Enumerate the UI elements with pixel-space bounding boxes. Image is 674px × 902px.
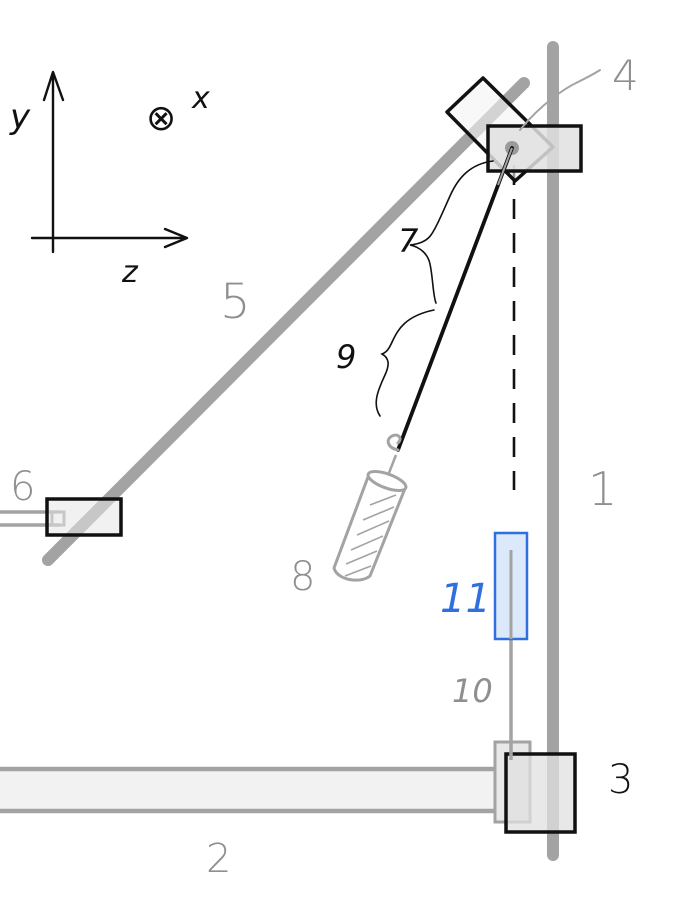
weight-hook xyxy=(386,433,402,452)
top-corner-block-assembly xyxy=(445,76,583,183)
left-slider-assembly xyxy=(0,497,123,537)
z-axis-arrow xyxy=(30,227,189,249)
bottom-corner-block-assembly xyxy=(493,740,577,834)
weight-hatching xyxy=(344,494,397,577)
horizontal-rail-fill xyxy=(0,769,525,811)
label-part-1: 1 xyxy=(588,462,617,516)
bottom-corner-outer-block xyxy=(504,752,577,834)
brace-part-9 xyxy=(375,309,435,417)
label-part-2: 2 xyxy=(206,836,231,882)
x-axis-into-page-symbol: ⊗ xyxy=(146,98,176,139)
horizontal-rail xyxy=(0,766,525,814)
weight-cylinder-top xyxy=(366,470,408,492)
y-axis-label: y xyxy=(9,97,31,137)
z-axis-label: z xyxy=(121,255,139,290)
hanging-weight-assembly xyxy=(332,433,408,582)
part-labels: 1 2 3 4 5 6 7 8 9 10 11 xyxy=(10,51,639,882)
label-part-10: 10 xyxy=(452,672,493,710)
label-part-9: 9 xyxy=(336,338,356,376)
label-part-7: 7 xyxy=(398,222,419,260)
left-slider-block xyxy=(45,497,123,537)
axis-system: y z ⊗ x xyxy=(9,70,210,290)
label-part-4: 4 xyxy=(612,51,639,100)
label-part-5: 5 xyxy=(220,274,251,330)
pendulum-string xyxy=(396,146,514,452)
y-axis-arrow xyxy=(42,70,65,254)
pendulum-string-upper-gray xyxy=(497,147,513,186)
label-part-8: 8 xyxy=(290,554,315,600)
brace-part-7 xyxy=(409,160,494,304)
diagonal-rail xyxy=(42,77,530,566)
leader-line-part-4 xyxy=(519,69,601,131)
top-slider-block xyxy=(486,124,583,173)
label-part-6: 6 xyxy=(10,464,35,510)
label-part-3: 3 xyxy=(608,757,633,803)
x-axis-label: x xyxy=(191,81,210,116)
label-part-11: 11 xyxy=(440,576,491,622)
weight-cylinder-body xyxy=(332,476,408,582)
